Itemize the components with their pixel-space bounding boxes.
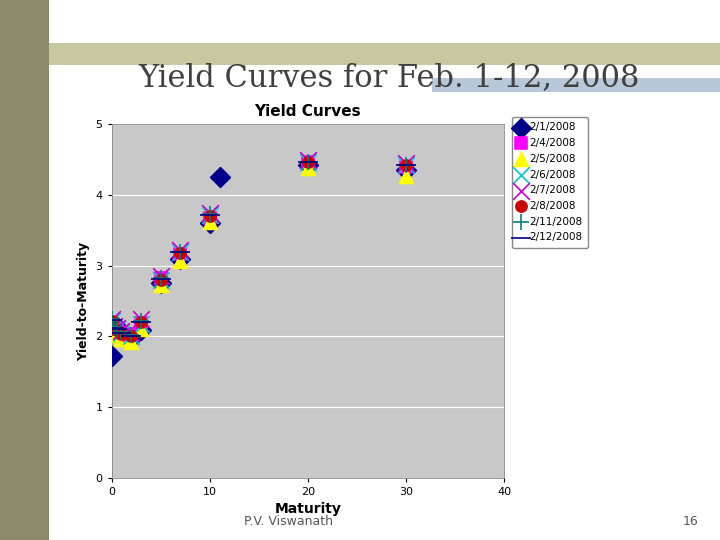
- 2/7/2008: [155, 272, 166, 281]
- 2/1/2008: [174, 255, 186, 264]
- 2/12/2008: [135, 317, 147, 326]
- Text: 16: 16: [683, 515, 698, 528]
- 2/5/2008: [204, 218, 215, 226]
- 2/8/2008: [155, 275, 166, 284]
- 2/7/2008: [111, 323, 122, 332]
- 2/5/2008: [135, 325, 147, 334]
- 2/12/2008: [108, 323, 120, 332]
- 2/5/2008: [111, 330, 122, 339]
- 2/6/2008: [125, 332, 137, 340]
- 2/12/2008: [155, 275, 166, 284]
- 2/8/2008: [125, 332, 137, 341]
- 2/1/2008: [400, 166, 412, 174]
- 2/8/2008: [107, 316, 118, 325]
- 2/11/2008: [107, 315, 118, 324]
- 2/8/2008: [400, 161, 412, 170]
- 2/11/2008: [155, 274, 166, 283]
- 2/7/2008: [204, 208, 215, 217]
- 2/8/2008: [302, 158, 314, 167]
- 2/11/2008: [135, 316, 147, 325]
- 2/11/2008: [125, 330, 137, 339]
- 2/7/2008: [107, 314, 118, 323]
- 2/12/2008: [111, 325, 122, 334]
- 2/1/2008: [107, 351, 118, 360]
- 2/8/2008: [204, 212, 215, 220]
- 2/12/2008: [107, 316, 118, 325]
- 2/4/2008: [125, 330, 137, 339]
- 2/4/2008: [155, 274, 166, 283]
- 2/1/2008: [214, 173, 225, 181]
- 2/7/2008: [116, 327, 127, 335]
- 2/5/2008: [400, 172, 412, 180]
- 2/6/2008: [155, 275, 166, 284]
- 2/8/2008: [108, 325, 120, 333]
- 2/6/2008: [116, 328, 127, 337]
- 2/12/2008: [302, 158, 314, 167]
- 2/5/2008: [302, 164, 314, 172]
- 2/5/2008: [155, 281, 166, 290]
- 2/4/2008: [107, 321, 118, 330]
- Text: Yield Curves for Feb. 1-12, 2008: Yield Curves for Feb. 1-12, 2008: [138, 62, 639, 93]
- 2/5/2008: [125, 338, 137, 346]
- 2/8/2008: [111, 326, 122, 334]
- 2/4/2008: [174, 249, 186, 258]
- Y-axis label: Yield-to-Maturity: Yield-to-Maturity: [77, 241, 90, 361]
- 2/11/2008: [108, 322, 120, 331]
- 2/12/2008: [204, 211, 215, 219]
- 2/4/2008: [135, 319, 147, 327]
- 2/12/2008: [125, 332, 137, 340]
- 2/1/2008: [125, 334, 137, 343]
- 2/5/2008: [116, 335, 127, 343]
- 2/12/2008: [116, 328, 127, 337]
- 2/4/2008: [111, 325, 122, 334]
- 2/4/2008: [400, 163, 412, 172]
- 2/1/2008: [204, 218, 215, 227]
- 2/4/2008: [116, 328, 127, 336]
- 2/11/2008: [111, 325, 122, 333]
- 2/6/2008: [111, 325, 122, 334]
- 2/1/2008: [108, 326, 120, 334]
- Title: Yield Curves: Yield Curves: [254, 104, 361, 119]
- 2/6/2008: [107, 316, 118, 325]
- 2/6/2008: [204, 211, 215, 219]
- 2/7/2008: [108, 321, 120, 330]
- 2/1/2008: [111, 322, 122, 331]
- 2/11/2008: [116, 328, 127, 336]
- 2/7/2008: [135, 314, 147, 323]
- 2/4/2008: [204, 213, 215, 222]
- 2/1/2008: [116, 327, 127, 336]
- Legend: 2/1/2008, 2/4/2008, 2/5/2008, 2/6/2008, 2/7/2008, 2/8/2008, 2/11/2008, 2/12/2008: 2/1/2008, 2/4/2008, 2/5/2008, 2/6/2008, …: [512, 117, 588, 248]
- 2/8/2008: [116, 329, 127, 338]
- 2/12/2008: [174, 248, 186, 256]
- 2/4/2008: [302, 158, 314, 167]
- 2/7/2008: [400, 159, 412, 167]
- X-axis label: Maturity: Maturity: [274, 503, 341, 516]
- 2/7/2008: [302, 156, 314, 165]
- 2/7/2008: [125, 328, 137, 337]
- 2/6/2008: [174, 247, 186, 256]
- 2/5/2008: [174, 256, 186, 265]
- 2/1/2008: [155, 279, 166, 288]
- 2/12/2008: [400, 161, 412, 170]
- 2/6/2008: [135, 319, 147, 328]
- 2/8/2008: [135, 318, 147, 327]
- 2/8/2008: [174, 248, 186, 257]
- 2/7/2008: [174, 246, 186, 254]
- 2/11/2008: [400, 160, 412, 169]
- 2/1/2008: [302, 160, 314, 169]
- 2/6/2008: [400, 160, 412, 169]
- 2/5/2008: [107, 319, 118, 328]
- 2/6/2008: [302, 157, 314, 166]
- 2/11/2008: [302, 157, 314, 166]
- 2/11/2008: [204, 210, 215, 218]
- 2/1/2008: [135, 326, 147, 334]
- 2/5/2008: [108, 328, 120, 337]
- 2/4/2008: [108, 323, 120, 332]
- 2/11/2008: [174, 247, 186, 256]
- 2/6/2008: [108, 323, 120, 332]
- Text: P.V. Viswanath: P.V. Viswanath: [243, 515, 333, 528]
